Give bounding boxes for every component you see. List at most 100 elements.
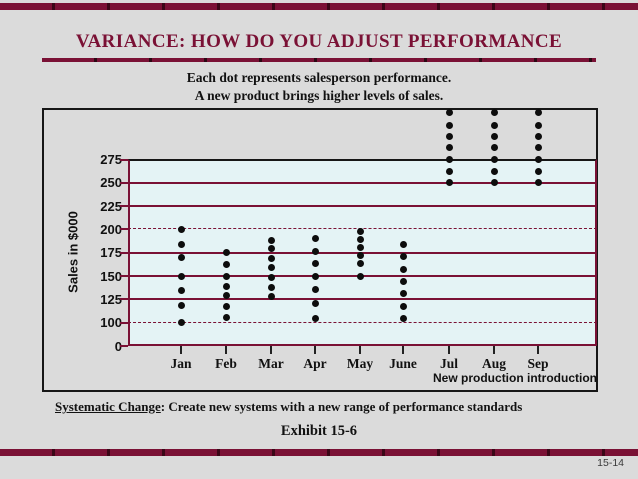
data-dot (267, 254, 275, 262)
data-dot (445, 132, 453, 140)
data-dot (534, 156, 542, 163)
x-tick-label-apr: Apr (303, 356, 327, 371)
y-axis-title: Sales in $000 (65, 211, 81, 293)
data-dot (490, 132, 498, 140)
y-tick-label-200: 200 (100, 221, 122, 237)
x-tick-label-mar: Mar (258, 356, 284, 371)
page-number: 15-14 (597, 457, 624, 469)
data-dot (356, 260, 364, 268)
footer-line: Systematic Change: Create new systems wi… (55, 399, 615, 415)
data-dot (534, 109, 542, 117)
data-dot (399, 303, 407, 311)
top-border-bar (0, 3, 638, 10)
data-dot (177, 253, 185, 261)
x-axis-tick (180, 346, 182, 354)
data-dot (445, 156, 453, 163)
data-dot (399, 265, 407, 273)
data-dot (222, 249, 230, 257)
data-dot (267, 293, 275, 300)
data-dot (399, 315, 407, 323)
data-dot (445, 143, 453, 151)
gridline-dashed-100 (128, 321, 597, 323)
data-dot (534, 132, 542, 140)
x-tick-label-jul: Jul (439, 356, 458, 371)
data-dot (311, 248, 319, 256)
data-dot (177, 302, 185, 310)
data-dot (267, 274, 275, 282)
data-dot (177, 287, 185, 295)
y-axis-tick (120, 251, 128, 254)
x-tick-label-may: May (346, 356, 374, 371)
x-tick-label-june: June (389, 356, 417, 371)
data-dot (267, 264, 275, 272)
y-axis-tick (120, 275, 128, 277)
data-dot (534, 179, 542, 187)
data-dot (445, 179, 453, 187)
data-dot (267, 237, 275, 245)
slide-title: VARIANCE: HOW DO YOU ADJUST PERFORMANCE (75, 31, 563, 52)
bottom-border-bar (0, 449, 638, 456)
y-tick-label-225: 225 (100, 198, 122, 214)
x-axis-tick (537, 346, 539, 354)
data-dot (399, 278, 407, 286)
data-dot (490, 109, 498, 117)
data-dot (490, 179, 498, 187)
y-tick-label-175: 175 (100, 245, 122, 261)
data-dot (490, 168, 498, 176)
x-axis-tick (493, 346, 495, 354)
x-axis-tick (402, 346, 404, 354)
data-dot (311, 235, 319, 243)
y-tick-label-125: 125 (100, 291, 122, 307)
data-dot (177, 240, 185, 248)
y-axis-tick (120, 298, 128, 301)
subtitle-line-2: A new product brings higher levels of sa… (194, 88, 444, 103)
data-dot (222, 272, 230, 280)
footer-label: Systematic Change (55, 399, 161, 414)
y-axis-tick (120, 158, 128, 161)
x-tick-label-aug: Aug (481, 356, 506, 371)
x-axis-tick (314, 346, 316, 354)
data-dot (356, 236, 364, 244)
data-dot (311, 260, 319, 268)
data-dot (490, 143, 498, 151)
data-dot (399, 290, 407, 298)
y-tick-label-275: 275 (100, 152, 122, 167)
gridline-125 (128, 298, 597, 301)
data-dot (399, 252, 407, 260)
data-dot (356, 227, 364, 235)
footer-text: : Create new systems with a new range of… (160, 399, 523, 414)
data-dot (222, 313, 230, 321)
data-dot (222, 261, 230, 269)
data-dot (311, 285, 319, 293)
x-axis-tick (225, 346, 227, 354)
data-dot (222, 292, 230, 300)
data-dot (267, 283, 275, 291)
y-tick-label-250: 250 (100, 175, 122, 191)
data-dot (356, 272, 364, 280)
data-dot (311, 315, 319, 323)
x-axis-note: New production introduction (433, 371, 597, 385)
data-dot (445, 121, 453, 129)
data-dot (534, 168, 542, 176)
exhibit-caption: Exhibit 15-6 (280, 423, 358, 439)
data-dot (445, 109, 453, 117)
y-axis-tick (120, 228, 128, 231)
data-dot (177, 272, 185, 280)
data-dot (356, 243, 364, 251)
data-dot (222, 282, 230, 290)
data-dot (222, 303, 230, 311)
chart-frame (42, 108, 598, 392)
data-dot (445, 168, 453, 176)
x-tick-label-feb: Feb (215, 356, 237, 371)
data-dot (311, 300, 319, 308)
x-axis-tick (270, 346, 272, 354)
y-tick-label-150: 150 (100, 268, 122, 284)
y-tick-label-100: 100 (100, 315, 122, 331)
y-axis-tick (120, 345, 128, 347)
gridline-225 (128, 205, 597, 208)
title-underline (42, 58, 596, 62)
x-axis-tick (359, 346, 361, 354)
data-dot (399, 240, 407, 248)
data-dot (267, 245, 275, 253)
data-dot (356, 251, 364, 259)
